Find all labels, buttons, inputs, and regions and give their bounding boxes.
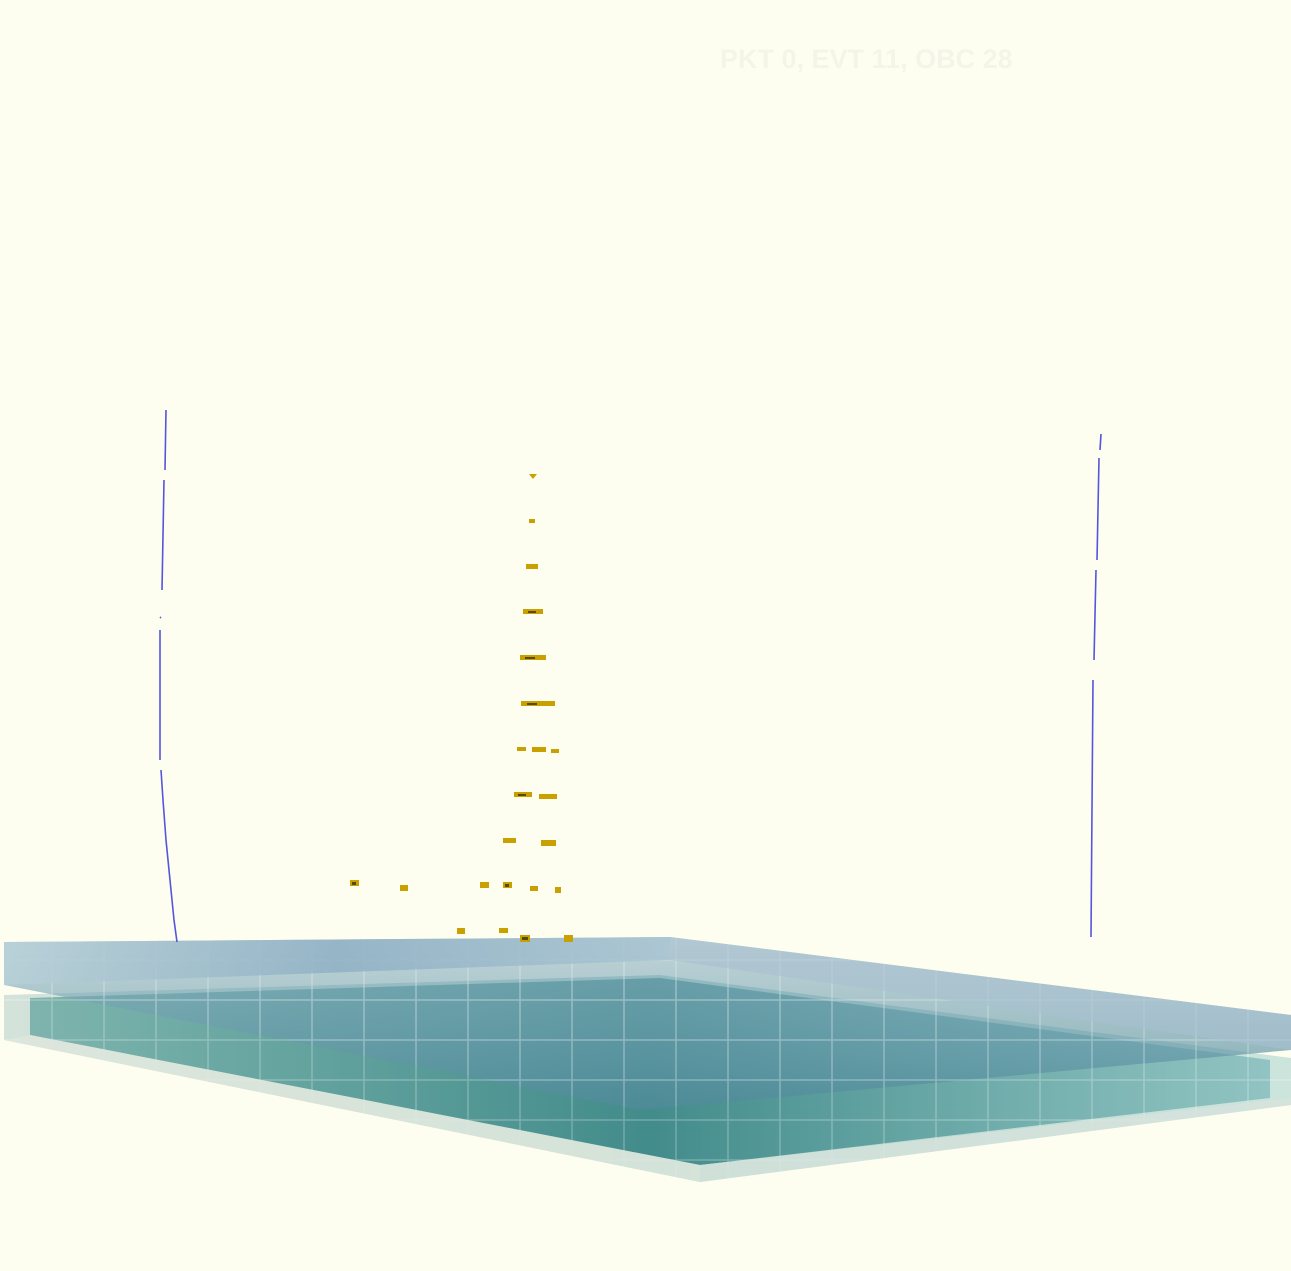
top-detector-plate <box>4 937 1291 1110</box>
hit-apex-marker <box>529 474 537 479</box>
hit <box>532 747 546 752</box>
hit <box>517 747 526 751</box>
hit <box>530 886 538 891</box>
hit <box>529 519 535 523</box>
event-info-label: PKT 0, EVT 11, OBC 28 <box>720 44 1013 74</box>
hit <box>499 928 508 933</box>
hit <box>503 838 516 843</box>
hit <box>400 885 408 891</box>
hit <box>551 749 559 753</box>
hit <box>457 928 465 934</box>
right-track-line <box>1090 433 1102 938</box>
hit <box>521 701 555 706</box>
hit <box>564 935 573 942</box>
shower-hits <box>350 474 573 942</box>
left-track-line <box>159 409 178 943</box>
hit <box>526 564 538 569</box>
shower-hit-cores <box>352 611 537 940</box>
hit <box>539 794 557 799</box>
hit <box>541 840 556 846</box>
hit <box>555 887 561 893</box>
hit <box>480 882 489 888</box>
